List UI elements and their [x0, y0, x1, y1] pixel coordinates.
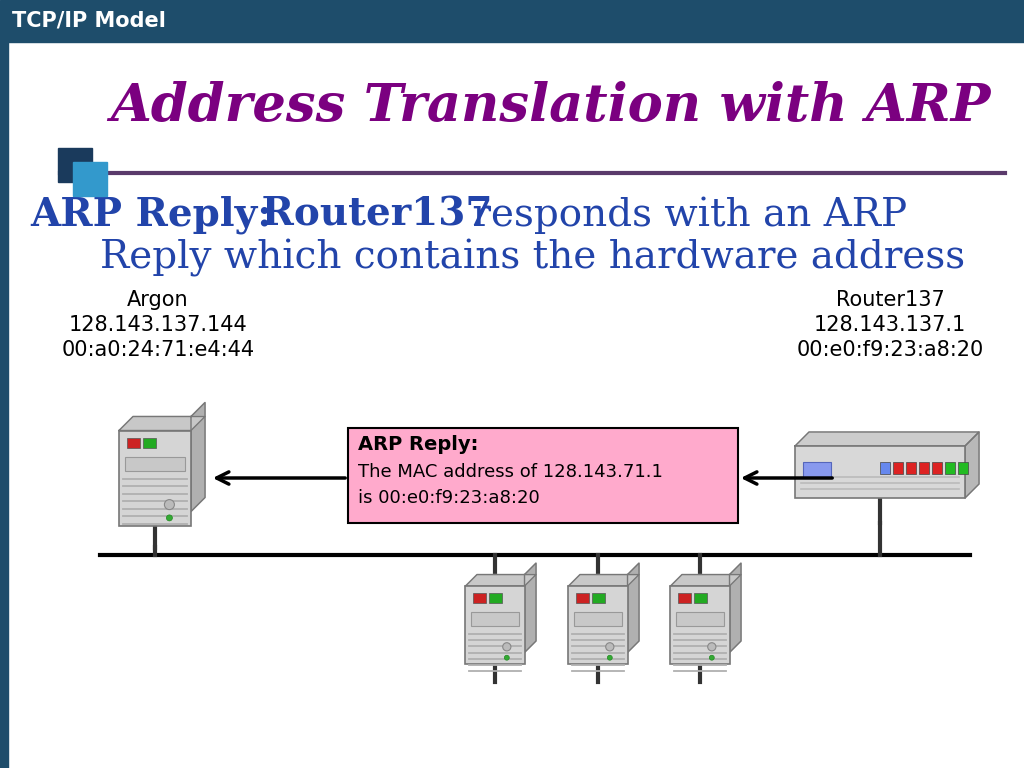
Circle shape	[710, 655, 715, 660]
Bar	[694, 593, 708, 603]
Circle shape	[708, 643, 716, 651]
Text: 00:e0:f9:23:a8:20: 00:e0:f9:23:a8:20	[797, 340, 984, 360]
Text: ARP Reply:: ARP Reply:	[358, 435, 478, 453]
Bar	[348, 428, 738, 523]
Polygon shape	[119, 416, 205, 431]
Bar	[73, 162, 106, 196]
Text: ARP Reply:: ARP Reply:	[30, 196, 271, 234]
Circle shape	[165, 500, 174, 510]
Bar	[945, 462, 955, 474]
Bar	[593, 593, 605, 603]
Text: 128.143.137.1: 128.143.137.1	[814, 315, 966, 335]
Bar	[803, 462, 831, 478]
Text: Router137: Router137	[836, 290, 944, 310]
Text: 00:a0:24:71:e4:44: 00:a0:24:71:e4:44	[61, 340, 255, 360]
Polygon shape	[191, 402, 205, 511]
Bar	[466, 586, 524, 664]
Bar	[473, 593, 486, 603]
Polygon shape	[524, 563, 536, 653]
Bar	[677, 612, 724, 626]
Bar	[143, 438, 156, 448]
Bar	[125, 456, 185, 471]
Polygon shape	[729, 563, 741, 653]
Bar	[893, 462, 903, 474]
Text: TCP/IP Model: TCP/IP Model	[12, 11, 166, 31]
Bar	[471, 612, 518, 626]
Bar	[0, 0, 1024, 42]
Bar	[568, 586, 628, 664]
Text: Router137: Router137	[248, 196, 493, 234]
Bar	[958, 462, 968, 474]
Polygon shape	[466, 574, 536, 586]
Polygon shape	[628, 563, 639, 653]
Bar	[574, 612, 622, 626]
Bar	[119, 431, 191, 525]
Text: The MAC address of 128.143.71.1: The MAC address of 128.143.71.1	[358, 463, 663, 481]
Polygon shape	[965, 432, 979, 498]
Bar	[0, 42, 8, 768]
Polygon shape	[568, 574, 639, 586]
Bar	[489, 593, 503, 603]
Circle shape	[607, 655, 612, 660]
Bar	[880, 462, 890, 474]
Bar	[58, 148, 92, 182]
Bar	[577, 593, 590, 603]
Bar	[919, 462, 929, 474]
Bar	[127, 438, 140, 448]
Text: Address Translation with ARP: Address Translation with ARP	[110, 81, 990, 133]
Text: responds with an ARP: responds with an ARP	[460, 197, 907, 233]
Circle shape	[505, 655, 509, 660]
Text: Reply which contains the hardware address: Reply which contains the hardware addres…	[100, 239, 966, 277]
Polygon shape	[795, 432, 979, 446]
Text: is 00:e0:f9:23:a8:20: is 00:e0:f9:23:a8:20	[358, 489, 540, 507]
Bar	[679, 593, 691, 603]
Circle shape	[166, 515, 172, 521]
Bar	[932, 462, 942, 474]
Bar	[906, 462, 916, 474]
Text: 128.143.137.144: 128.143.137.144	[69, 315, 248, 335]
Bar	[671, 586, 729, 664]
Bar	[795, 446, 965, 498]
Circle shape	[503, 643, 511, 651]
Text: Argon: Argon	[127, 290, 188, 310]
Circle shape	[606, 643, 614, 651]
Polygon shape	[671, 574, 741, 586]
